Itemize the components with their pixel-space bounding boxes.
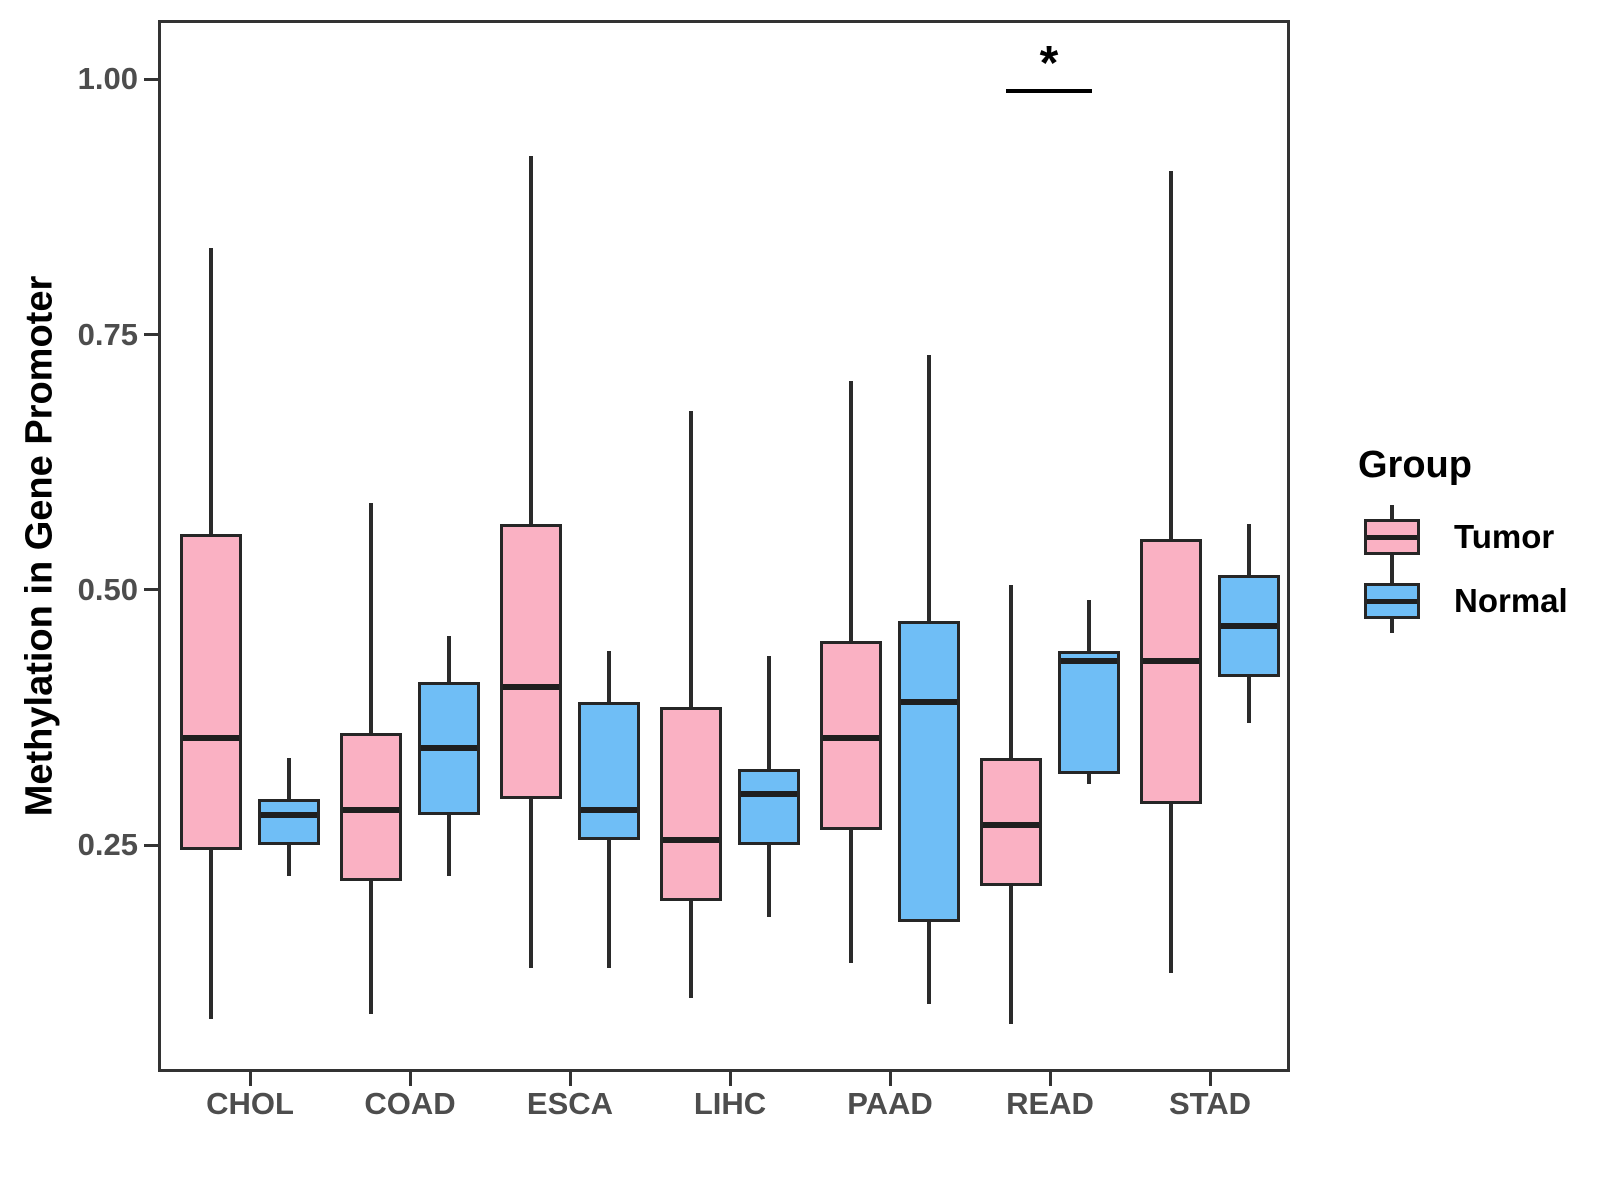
- median-normal-READ: [1061, 658, 1117, 665]
- box-normal-PAAD: [898, 620, 960, 922]
- x-tick-mark: [728, 1072, 732, 1086]
- x-tick-mark: [408, 1072, 412, 1086]
- legend-title: Group: [1358, 444, 1472, 486]
- median-normal-STAD: [1221, 622, 1277, 629]
- median-normal-CHOL: [261, 811, 317, 818]
- plot-panel: [158, 20, 1290, 1072]
- box-tumor-STAD: [1140, 538, 1202, 805]
- box-tumor-CHOL: [180, 533, 242, 851]
- legend-tumor-whisker-top-icon: [1390, 505, 1394, 519]
- box-tumor-LIHC: [660, 707, 722, 902]
- y-tick-label: 0.50: [77, 571, 138, 607]
- legend-tumor-median-icon: [1367, 535, 1417, 540]
- box-normal-CHOL: [258, 799, 320, 846]
- box-normal-LIHC: [738, 768, 800, 846]
- median-tumor-ESCA: [503, 683, 559, 690]
- y-tick-mark: [144, 333, 158, 337]
- legend-label-tumor: Tumor: [1454, 518, 1555, 555]
- box-normal-READ: [1058, 651, 1120, 774]
- y-tick-label: 1.00: [77, 61, 138, 97]
- whisker-tumor-LIHC: [689, 411, 693, 999]
- y-tick-label: 0.75: [77, 316, 138, 352]
- y-tick-mark: [144, 77, 158, 81]
- median-normal-COAD: [421, 745, 477, 752]
- median-normal-LIHC: [741, 791, 797, 798]
- category-label: COAD: [364, 1086, 456, 1121]
- legend-normal-median-icon: [1367, 599, 1417, 604]
- category-label: READ: [1006, 1086, 1094, 1121]
- median-tumor-PAAD: [823, 735, 879, 741]
- legend-normal-whisker-bottom-icon: [1390, 619, 1394, 633]
- significance-bracket-line: [1006, 89, 1092, 93]
- category-label: CHOL: [206, 1086, 294, 1121]
- median-tumor-READ: [983, 821, 1039, 828]
- significance-asterisk: *: [1039, 37, 1059, 90]
- y-tick-mark: [144, 588, 158, 592]
- median-tumor-LIHC: [663, 837, 719, 844]
- median-tumor-CHOL: [183, 735, 239, 741]
- category-label: PAAD: [847, 1086, 933, 1121]
- median-tumor-STAD: [1143, 658, 1199, 665]
- x-tick-mark: [888, 1072, 892, 1086]
- x-tick-mark: [568, 1072, 572, 1086]
- y-axis-title: Methylation in Gene Promoter: [18, 275, 61, 817]
- x-tick-mark: [248, 1072, 252, 1086]
- x-tick-mark: [1048, 1072, 1052, 1086]
- box-tumor-ESCA: [500, 523, 562, 800]
- legend-tumor-whisker-bottom-icon: [1390, 555, 1394, 569]
- box-normal-ESCA: [578, 702, 640, 841]
- y-tick-mark: [144, 843, 158, 847]
- category-label: ESCA: [526, 1086, 614, 1121]
- median-normal-PAAD: [901, 699, 957, 706]
- legend-label-normal: Normal: [1454, 582, 1568, 619]
- category-label: STAD: [1168, 1086, 1252, 1121]
- y-tick-label: 0.25: [77, 827, 138, 863]
- legend: Group Tumor Normal: [1330, 430, 1600, 660]
- median-tumor-COAD: [343, 806, 399, 813]
- category-label: LIHC: [693, 1086, 767, 1121]
- legend-normal-whisker-top-icon: [1390, 569, 1394, 583]
- median-normal-ESCA: [581, 806, 637, 813]
- x-tick-mark: [1208, 1072, 1212, 1086]
